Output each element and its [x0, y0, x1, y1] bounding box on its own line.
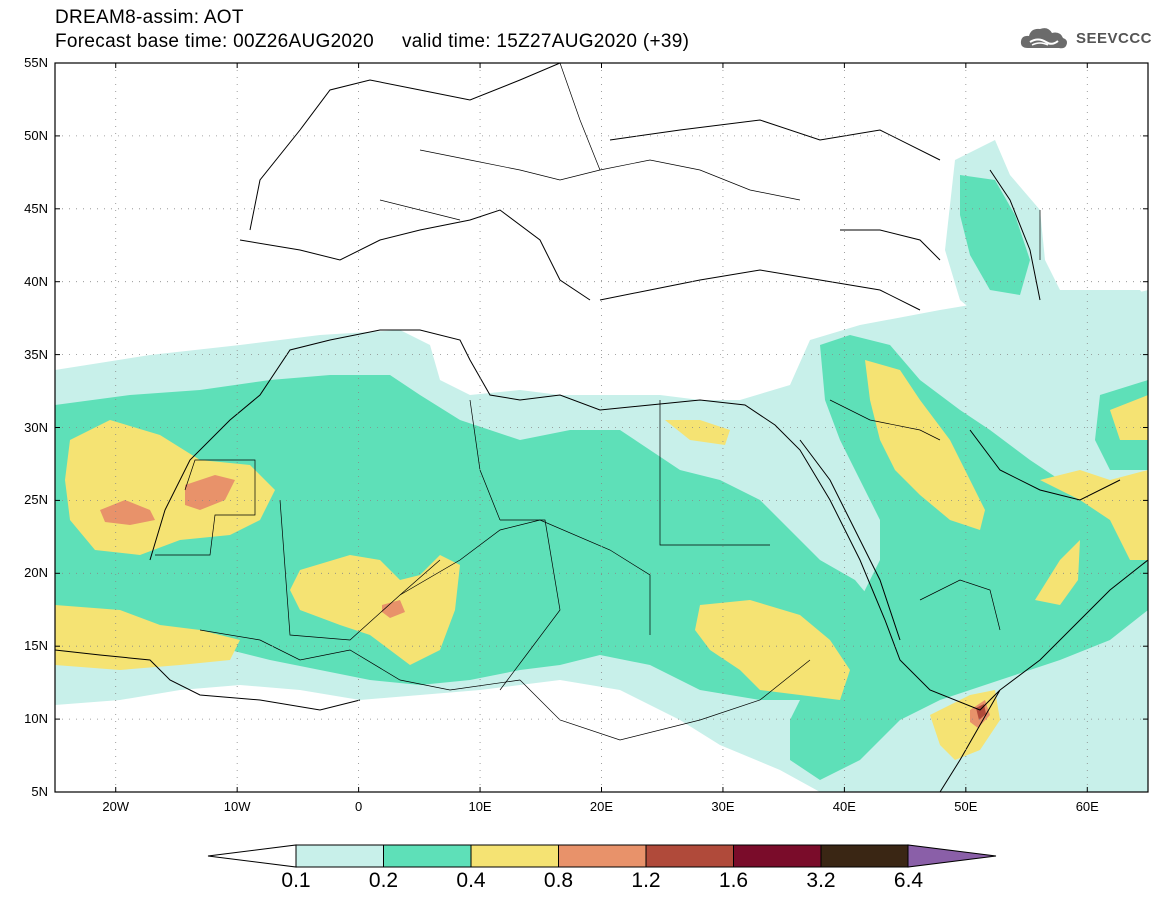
lon-label: 10W — [223, 799, 251, 814]
base-time-label: Forecast base time: 00Z26AUG2020 — [55, 31, 375, 52]
map-header: DREAM8-assim: AOT Forecast base time: 00… — [55, 6, 689, 54]
lat-label: 30N — [24, 419, 48, 435]
seevccc-logo: SEEVCCC — [1018, 24, 1152, 52]
cloud-icon — [1020, 28, 1067, 49]
map-title: DREAM8-assim: AOT — [55, 7, 244, 28]
lon-label: 0 — [354, 799, 363, 814]
lat-label: 20N — [24, 565, 48, 581]
graticule — [55, 63, 1148, 792]
colorbar — [207, 844, 997, 868]
axis-ticks — [55, 62, 1148, 793]
colorbar-level-label: 0.1 — [281, 869, 311, 892]
valid-time-label: valid time: 15Z27AUG2020 (+39) — [401, 31, 690, 52]
colorbar-box — [470, 844, 559, 868]
colorbar-level-label: 0.2 — [368, 869, 399, 892]
aot-contour-1.2 — [976, 704, 986, 720]
lon-label: 20W — [102, 799, 130, 814]
lon-label: 10E — [468, 799, 492, 814]
lat-label: 55N — [24, 55, 48, 70]
colorbar-box — [558, 844, 647, 868]
colorbar-level-label: 0.4 — [456, 869, 486, 892]
lon-label: 50E — [954, 799, 978, 814]
lat-label: 5N — [31, 784, 48, 799]
logo-text: SEEVCCC — [1076, 29, 1153, 47]
colorbar-box — [820, 844, 909, 868]
colorbar-box — [383, 844, 472, 868]
colorbar-level-label: 6.4 — [893, 869, 924, 892]
colorbar-high-arrow — [907, 844, 997, 868]
colorbar-box — [645, 844, 734, 868]
lat-label: 40N — [24, 273, 48, 289]
colorbar-box — [733, 844, 822, 868]
lat-label: 15N — [24, 638, 48, 654]
lat-label: 10N — [24, 711, 48, 727]
colorbar-low-arrow — [207, 844, 297, 868]
colorbar-level-label: 0.8 — [543, 869, 574, 892]
lon-label: 40E — [832, 799, 856, 814]
lat-label: 25N — [24, 492, 48, 508]
lat-label: 45N — [24, 200, 48, 216]
colorbar-level-label: 1.2 — [631, 869, 661, 892]
time-info-row: Forecast base time: 00Z26AUG2020 valid t… — [55, 30, 689, 54]
lon-label: 30E — [711, 799, 735, 814]
lon-label: 20E — [589, 799, 614, 814]
colorbar-box — [295, 844, 384, 868]
lat-label: 35N — [24, 346, 48, 362]
lon-label: 60E — [1075, 799, 1099, 814]
colorbar-level-label: 3.2 — [806, 869, 836, 892]
colorbar-level-label: 1.6 — [718, 869, 749, 892]
coastlines — [55, 63, 1148, 792]
lat-label: 50N — [24, 127, 48, 143]
